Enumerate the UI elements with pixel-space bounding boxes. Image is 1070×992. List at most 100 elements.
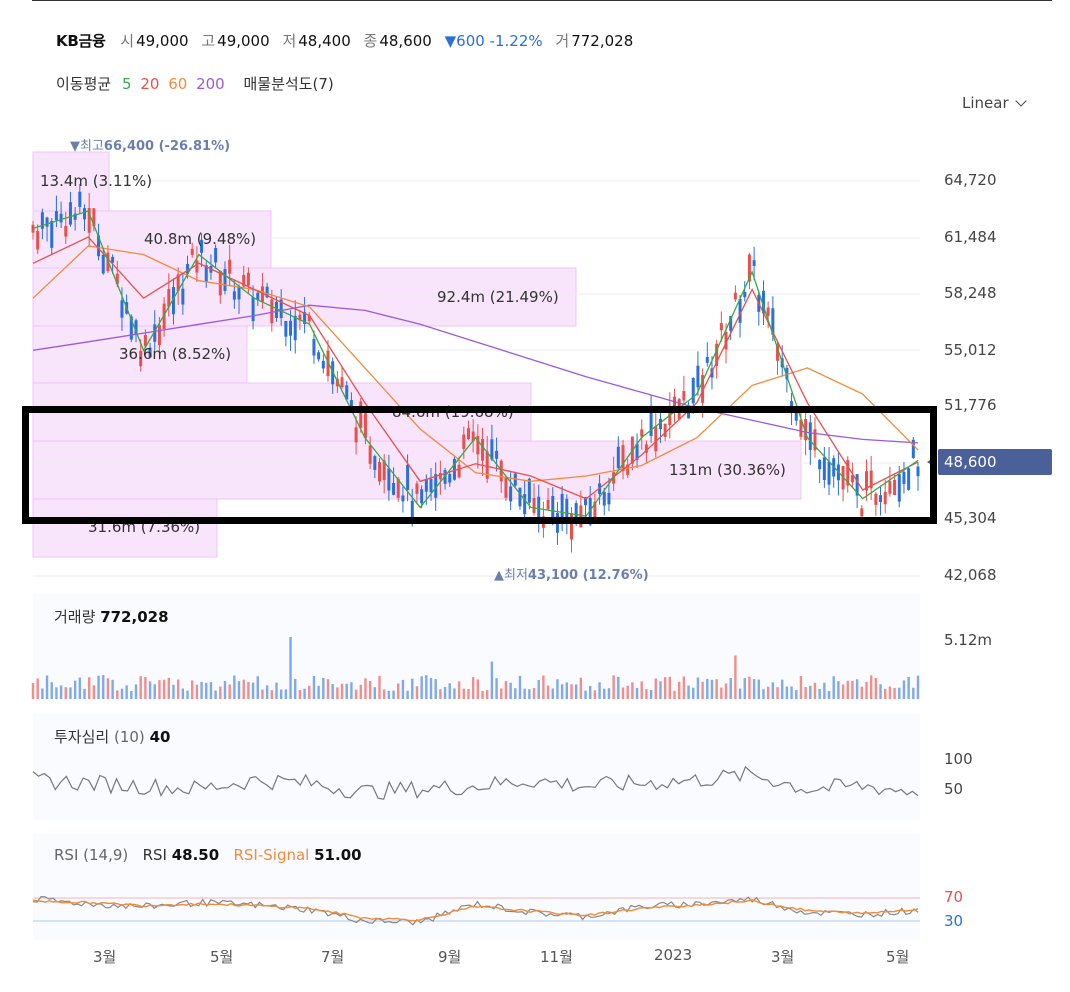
x-tick: 5월	[210, 948, 234, 966]
volume-bar	[45, 675, 49, 699]
volume-bar	[771, 682, 775, 699]
candle-body	[382, 460, 386, 480]
candle-body	[869, 470, 873, 489]
volume-bar	[888, 686, 892, 699]
volume-bar	[153, 684, 156, 699]
candle-body	[111, 256, 115, 263]
volume-bar	[462, 688, 465, 699]
volume-bar	[148, 681, 152, 699]
candle-body	[59, 213, 63, 223]
sentiment-axis-100: 100	[944, 750, 973, 768]
candle-body	[691, 378, 695, 404]
volume-bar	[92, 685, 96, 699]
candle-body	[279, 299, 283, 318]
quote-header: KB금융 시 49,000 고 49,000 저 48,400 종 48,600 ▼60…	[56, 30, 641, 51]
ma-60[interactable]: 60	[168, 75, 188, 93]
candle-body	[644, 444, 648, 453]
volume-bar	[743, 678, 746, 699]
volume-profile-toggle[interactable]: 매물분석도(7)	[243, 75, 334, 93]
volume-bar	[832, 676, 835, 699]
volume-bar	[579, 677, 583, 699]
rsi-panel-bg	[33, 834, 920, 940]
volume-bar	[359, 684, 362, 699]
candle-body	[68, 202, 72, 225]
candle-body	[747, 254, 751, 282]
moving-average-legend[interactable]: 이동평균 5 20 60 200 매물분석도(7)	[56, 73, 334, 94]
volume-bar	[907, 676, 910, 699]
candle-body	[232, 291, 236, 300]
candle-body	[73, 213, 77, 220]
close-label: 종	[363, 32, 378, 50]
volume-bar	[762, 689, 765, 699]
volume-bar	[308, 685, 311, 699]
candle-body	[298, 314, 302, 321]
volume-bar	[902, 680, 906, 699]
volume-bar	[500, 688, 503, 699]
volume-bar	[289, 637, 292, 699]
candle-body	[879, 495, 883, 502]
volume-bar	[415, 686, 419, 699]
volume-bar	[841, 684, 845, 699]
ma-5[interactable]: 5	[121, 75, 132, 93]
x-tick: 11월	[540, 948, 573, 966]
ma-200[interactable]: 200	[196, 75, 225, 93]
stock-name: KB금융	[56, 32, 106, 50]
candle-body	[574, 503, 578, 519]
volume-bar	[186, 690, 189, 699]
volume-bar	[523, 688, 526, 699]
volume-bar	[589, 685, 592, 699]
volume-bar	[443, 686, 447, 699]
candle-body	[813, 429, 817, 451]
volume-bar	[528, 689, 531, 699]
candle-body	[200, 239, 204, 253]
volume-bar	[130, 690, 133, 699]
candle-body	[420, 489, 424, 504]
scale-dropdown[interactable]: Linear	[962, 94, 1027, 112]
candle-body	[846, 460, 850, 486]
volume-bar	[682, 676, 686, 699]
volume-bar	[387, 690, 391, 699]
volume-bar	[837, 681, 840, 699]
volume-bar	[36, 678, 39, 699]
volume-bar	[345, 683, 348, 699]
volume-bar	[78, 677, 82, 699]
candle-body	[237, 286, 241, 300]
volume-bar	[495, 678, 498, 699]
candle-body	[579, 505, 583, 528]
candle-body	[120, 300, 124, 318]
volume-bar	[649, 689, 653, 699]
rsi-panel-title: RSI (14,9) RSI 48.50 RSI-Signal 51.00	[54, 846, 362, 864]
volume-bar	[467, 689, 470, 699]
candle-body	[794, 412, 798, 421]
volume-bar	[776, 687, 779, 699]
open-label: 시	[120, 32, 135, 50]
candle-body	[850, 475, 854, 483]
volume-bar	[827, 690, 831, 699]
candle-body	[143, 334, 147, 347]
vp-label: 40.8m (9.48%)	[144, 230, 257, 248]
candle-body	[682, 391, 686, 401]
candle-body	[274, 301, 278, 318]
candle-body	[246, 272, 250, 286]
volume-bar	[626, 685, 629, 699]
volume-bar	[851, 680, 854, 699]
volume-bar	[87, 677, 91, 699]
scale-value: Linear	[962, 94, 1009, 112]
volume-bar	[631, 682, 634, 699]
volume-bar	[270, 690, 274, 699]
volume-bar	[354, 689, 358, 699]
candle-body	[204, 265, 208, 282]
low-extreme-value: 43,100 (12.76%)	[527, 568, 649, 583]
candle-body	[195, 260, 199, 273]
volume-axis-label: 5.12m	[944, 631, 993, 649]
volume-bar	[514, 688, 517, 699]
volume-bar	[373, 687, 377, 699]
volume-bar	[322, 677, 325, 699]
ma-20[interactable]: 20	[140, 75, 160, 93]
candle-body	[284, 321, 288, 337]
volume-value: 772,028	[571, 32, 634, 50]
candle-body	[696, 365, 700, 388]
candle-body	[546, 499, 550, 510]
volume-bar	[542, 675, 545, 699]
candle-body	[228, 259, 232, 274]
